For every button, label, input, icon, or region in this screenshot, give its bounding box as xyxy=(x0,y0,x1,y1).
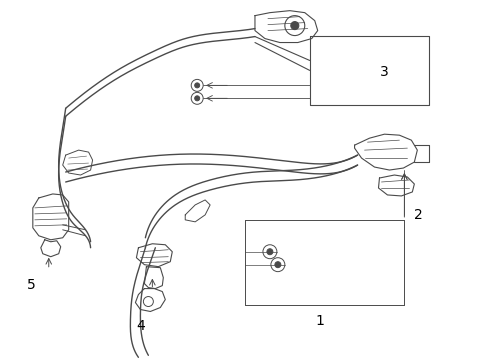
Text: 3: 3 xyxy=(379,66,388,80)
Polygon shape xyxy=(185,200,210,222)
Polygon shape xyxy=(145,267,163,289)
Circle shape xyxy=(195,96,200,101)
Circle shape xyxy=(275,262,281,268)
Polygon shape xyxy=(33,194,69,240)
Text: 1: 1 xyxy=(315,315,324,328)
Polygon shape xyxy=(63,150,93,175)
Polygon shape xyxy=(355,134,417,170)
Circle shape xyxy=(195,83,200,88)
Circle shape xyxy=(267,249,273,255)
Text: 5: 5 xyxy=(26,278,35,292)
Text: 4: 4 xyxy=(136,319,145,333)
Text: 2: 2 xyxy=(415,208,423,222)
Polygon shape xyxy=(378,175,415,196)
Polygon shape xyxy=(310,36,429,105)
Polygon shape xyxy=(135,289,165,311)
Polygon shape xyxy=(255,11,318,42)
Circle shape xyxy=(291,22,299,30)
Polygon shape xyxy=(136,244,172,267)
Polygon shape xyxy=(41,240,61,257)
